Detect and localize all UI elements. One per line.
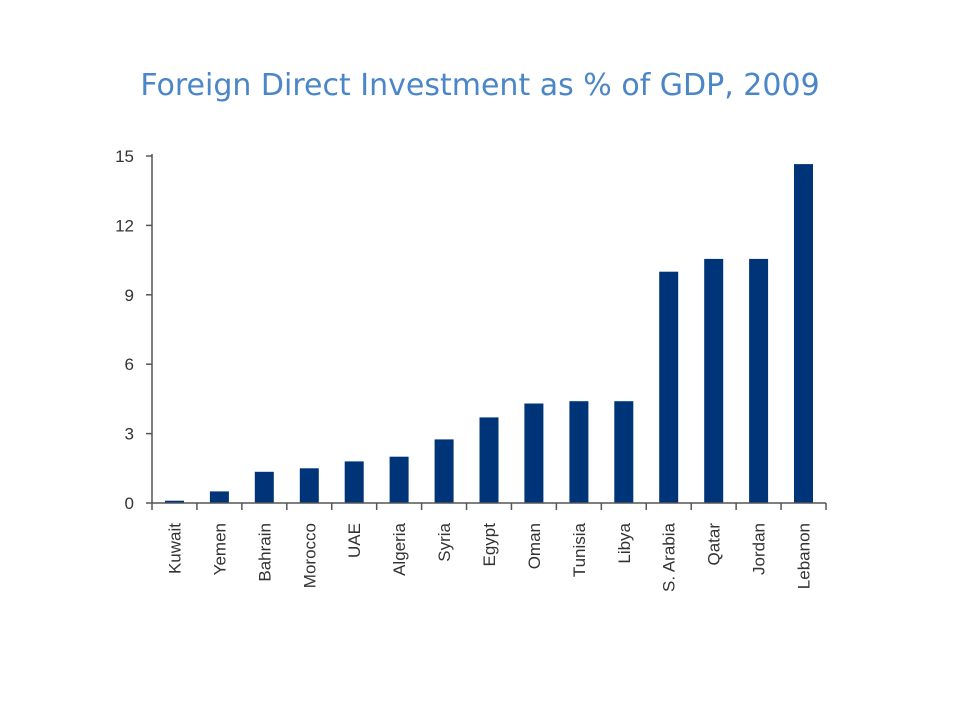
bar-uae (344, 461, 364, 503)
y-tick-label: 0 (125, 494, 134, 513)
x-tick-label: Syria (435, 522, 454, 561)
x-tick-label: S. Arabia (660, 522, 679, 592)
bar-tunisia (569, 401, 589, 503)
bar-qatar (704, 258, 724, 503)
x-tick-label: Algeria (390, 522, 409, 575)
axes-group (151, 154, 826, 504)
y-tick-label: 6 (125, 355, 134, 374)
bar-s-arabia (659, 271, 679, 503)
bar-algeria (389, 456, 409, 503)
y-tick-label: 12 (115, 216, 134, 235)
x-tick-label: UAE (345, 523, 364, 558)
bar-morocco (299, 468, 319, 503)
x-tick-label: Lebanon (795, 523, 814, 589)
x-tick-label: Kuwait (166, 523, 185, 574)
bar-jordan (749, 258, 769, 503)
x-tick-label: Yemen (210, 523, 229, 575)
x-tick-label: Tunisia (570, 522, 589, 577)
x-ticks-group: Kuwait Yemen Bahrain Morocco UAE Algeria Syria… (151, 503, 827, 592)
x-tick-label: Libya (615, 522, 634, 563)
x-tick-label: Morocco (300, 523, 319, 588)
bar-lebanon (794, 164, 813, 503)
y-tick-label: 15 (115, 147, 134, 166)
bar-bahrain (254, 471, 274, 503)
bar-oman (524, 403, 544, 503)
bar-kuwait (165, 500, 184, 503)
bar-yemen (209, 491, 229, 503)
bar-egypt (479, 417, 499, 503)
x-tick-label: Jordan (750, 523, 769, 575)
page-title: Foreign Direct Investment as % of GDP, 2… (140, 68, 820, 103)
x-tick-label: Bahrain (255, 523, 274, 582)
x-tick-label: Qatar (705, 523, 724, 566)
y-tick-label: 9 (125, 286, 134, 305)
y-tick-label: 3 (125, 425, 134, 444)
bar-syria (434, 439, 454, 503)
x-tick-label: Egypt (480, 523, 499, 567)
bars-group (165, 164, 813, 503)
bar-libya (614, 401, 634, 503)
y-ticks-group: 0 3 6 9 12 15 (115, 147, 152, 513)
x-tick-label: Oman (525, 523, 544, 569)
